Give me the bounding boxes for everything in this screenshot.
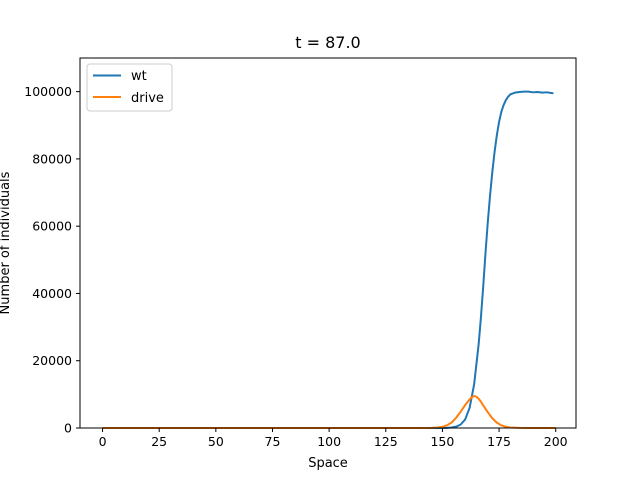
legend: wt drive [86,63,173,112]
plot-lines [102,90,556,429]
legend-label-drive: drive [131,91,164,106]
legend-label-wt: wt [131,69,147,84]
y-tick-label: 80000 [32,151,72,166]
x-tick-label: 50 [208,434,224,449]
y-tick-label: 60000 [32,219,72,234]
y-axis: 0 20000 40000 60000 80000 100000 [24,84,80,436]
plot-frame [79,57,577,429]
x-tick-label: 100 [317,434,341,449]
x-tick-label: 25 [151,434,167,449]
x-tick-label: 125 [374,434,398,449]
series-line-drive [102,395,556,429]
y-tick-label: 0 [64,421,72,436]
x-tick-label: 175 [487,434,511,449]
x-tick-label: 150 [430,434,454,449]
x-axis: 0 25 50 75 100 125 150 175 200 [99,428,568,449]
series-line-wt [102,90,554,429]
y-axis-label: Number of individuals [0,171,13,314]
x-axis-label: Space [308,456,348,471]
y-tick-label: 40000 [32,286,72,301]
x-tick-label: 75 [265,434,281,449]
y-tick-label: 20000 [32,353,72,368]
x-tick-label: 0 [99,434,107,449]
chart-title: t = 87.0 [295,33,360,52]
y-tick-label: 100000 [24,84,72,99]
x-tick-label: 200 [544,434,568,449]
